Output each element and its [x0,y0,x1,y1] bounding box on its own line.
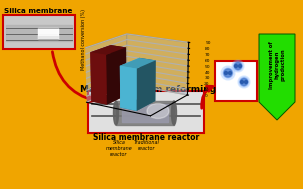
Circle shape [241,78,248,85]
Text: Silica membrane reactor: Silica membrane reactor [93,132,199,142]
Text: Silica membrane: Silica membrane [4,8,72,14]
Circle shape [224,69,232,77]
Circle shape [239,77,248,87]
Text: Traditional
reactor: Traditional reactor [134,140,160,151]
Circle shape [228,71,231,74]
Ellipse shape [114,101,118,125]
Circle shape [234,61,242,70]
Circle shape [238,76,250,88]
Text: Methanol steam reforming: Methanol steam reforming [80,84,216,94]
Circle shape [235,64,238,67]
Bar [122,104,168,122]
Circle shape [223,68,233,78]
Text: Methanol conversion (%): Methanol conversion (%) [82,9,86,70]
Text: Improvement of
hydrogen
production: Improvement of hydrogen production [269,41,285,89]
Ellipse shape [171,101,177,125]
Circle shape [232,60,244,72]
Circle shape [241,81,244,84]
Bar [88,91,204,133]
Bar [3,15,75,49]
Bar [116,101,174,125]
Circle shape [221,66,235,80]
Circle shape [238,64,241,67]
Polygon shape [259,34,295,120]
Circle shape [235,63,241,70]
Bar [215,61,257,101]
Text: Silica
membrane
reactor: Silica membrane reactor [106,140,132,157]
Circle shape [245,81,248,84]
Circle shape [225,71,228,74]
Bar [38,28,58,39]
Ellipse shape [147,104,169,119]
